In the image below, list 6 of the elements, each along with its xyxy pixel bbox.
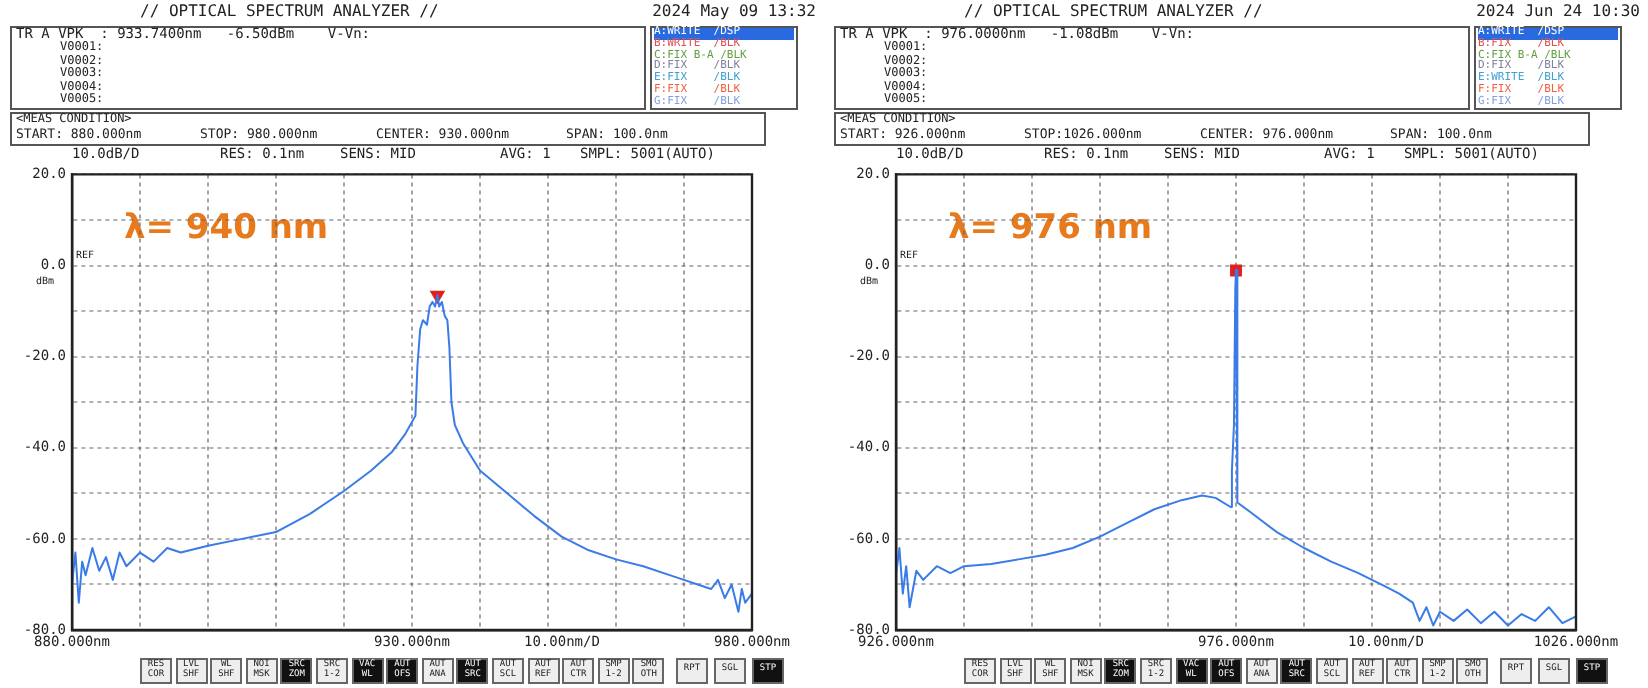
text: 2024 May 09 13:32 xyxy=(652,2,816,20)
chart-title: // OPTICAL SPECTRUM ANALYZER // xyxy=(964,2,1263,20)
annotation: λ= 940 nm xyxy=(124,208,329,248)
text: 2024 Jun 24 10:30 xyxy=(1476,2,1640,20)
annotation: λ= 976 nm xyxy=(948,208,1153,248)
chart-title: // OPTICAL SPECTRUM ANALYZER // xyxy=(140,2,439,20)
